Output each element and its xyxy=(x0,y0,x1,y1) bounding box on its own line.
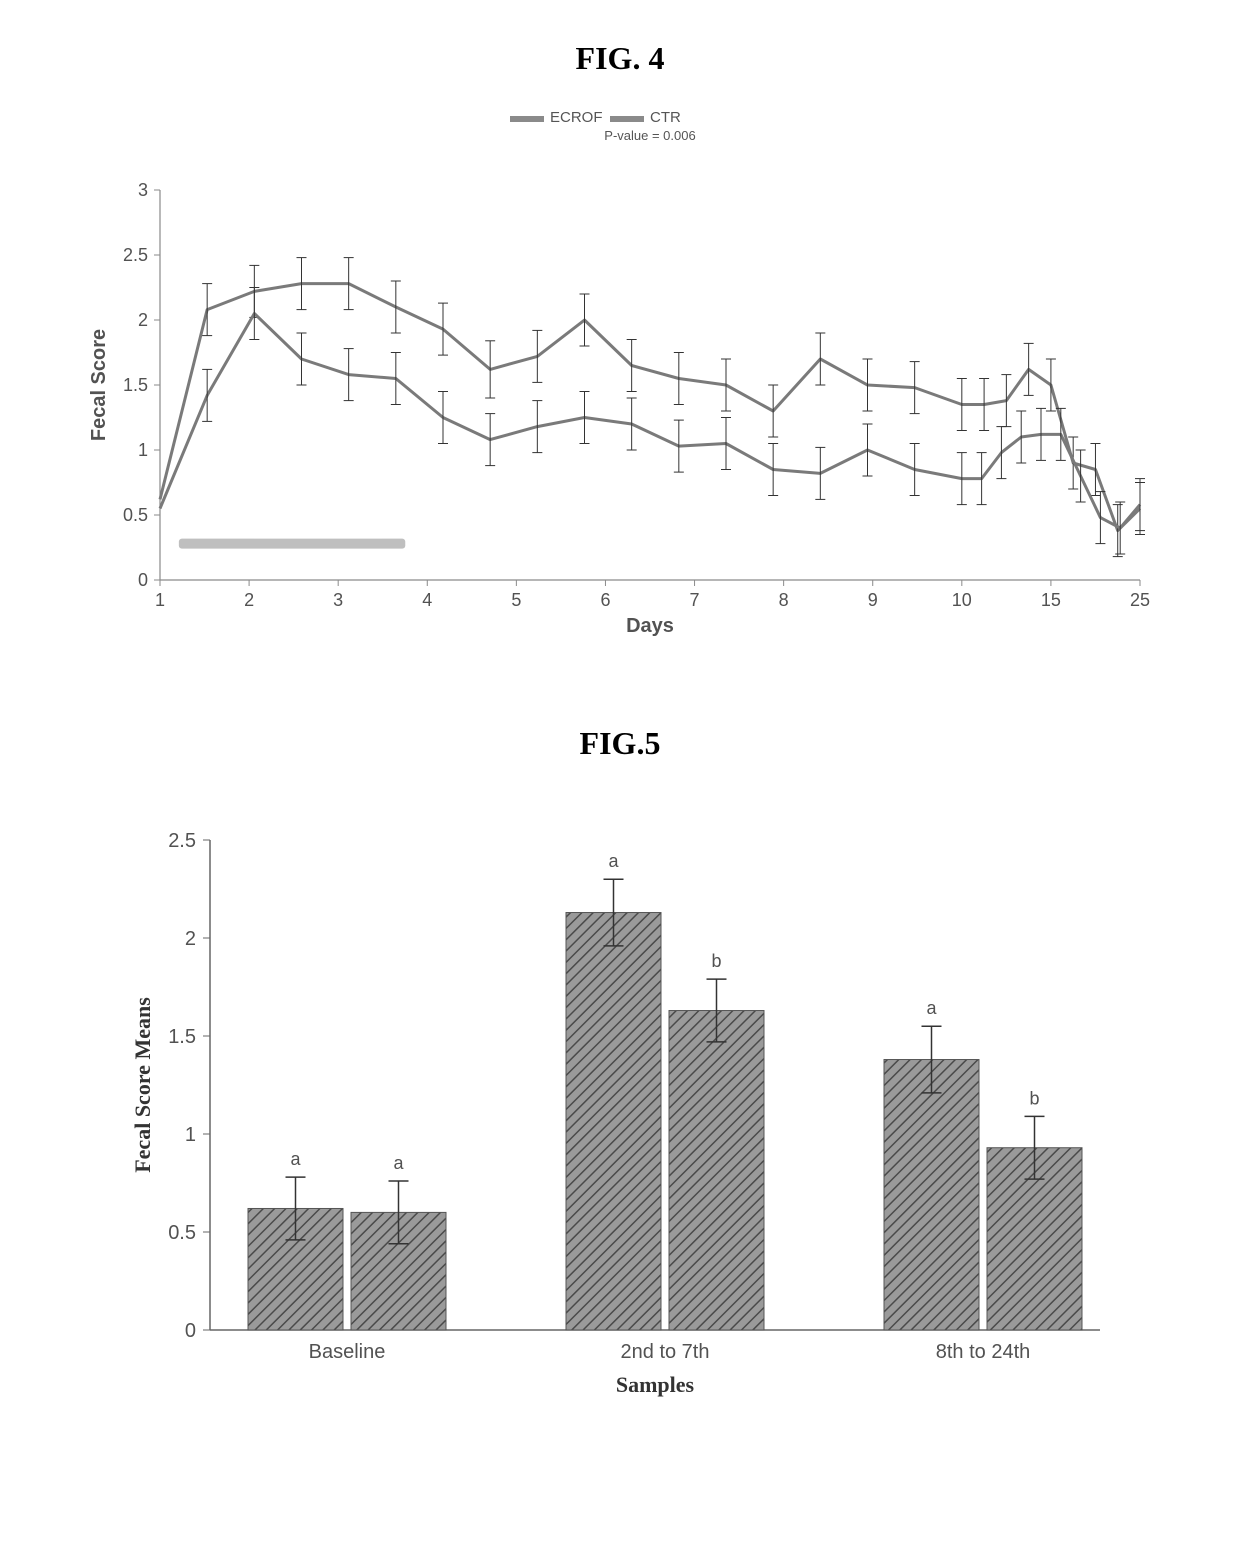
fig5-chart: 0 0.5 1 1.5 2 2.5 Fecal Score Means Samples a a Ba… xyxy=(0,0,1240,1541)
svg-text:0.5: 0.5 xyxy=(168,1222,196,1244)
svg-text:2: 2 xyxy=(185,928,196,950)
svg-text:Fecal Score Means: Fecal Score Means xyxy=(130,997,155,1173)
svg-text:b: b xyxy=(1029,1088,1039,1108)
svg-text:Baseline: Baseline xyxy=(309,1341,386,1363)
svg-text:0: 0 xyxy=(185,1320,196,1342)
svg-text:2.5: 2.5 xyxy=(168,830,196,852)
svg-text:b: b xyxy=(711,951,721,971)
svg-text:2nd to 7th: 2nd to 7th xyxy=(621,1341,710,1363)
svg-text:a: a xyxy=(393,1153,404,1173)
svg-text:Samples: Samples xyxy=(616,1372,695,1397)
svg-text:1.5: 1.5 xyxy=(168,1026,196,1048)
svg-text:a: a xyxy=(290,1149,301,1169)
svg-text:a: a xyxy=(926,998,937,1018)
svg-text:a: a xyxy=(608,851,619,871)
svg-text:8th to 24th: 8th to 24th xyxy=(936,1341,1031,1363)
svg-text:1: 1 xyxy=(185,1124,196,1146)
